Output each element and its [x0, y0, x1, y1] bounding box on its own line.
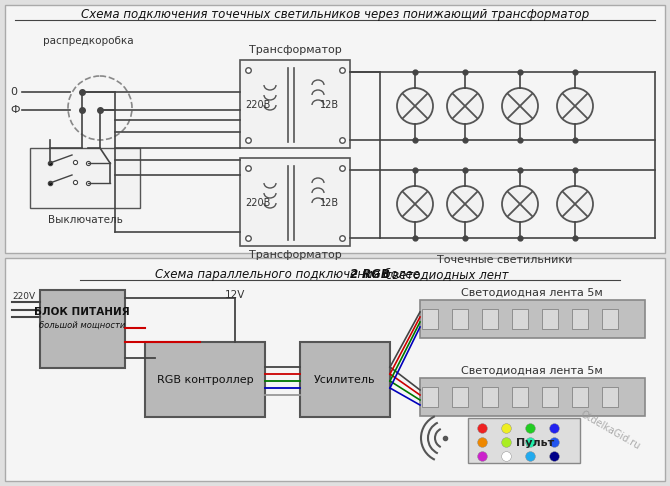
Text: Точечные светильники: Точечные светильники [438, 255, 573, 265]
Text: распредкоробка: распредкоробка [43, 36, 133, 46]
Text: 0: 0 [10, 87, 17, 97]
FancyBboxPatch shape [420, 378, 645, 416]
Circle shape [502, 186, 538, 222]
FancyBboxPatch shape [240, 60, 350, 148]
Text: 12В: 12В [320, 198, 340, 208]
Circle shape [397, 186, 433, 222]
Text: Трансформатор: Трансформатор [249, 250, 342, 260]
FancyBboxPatch shape [572, 387, 588, 407]
Text: 2 RGB: 2 RGB [350, 268, 390, 281]
FancyBboxPatch shape [602, 387, 618, 407]
FancyBboxPatch shape [5, 5, 665, 253]
Text: Ф: Ф [10, 105, 19, 115]
FancyBboxPatch shape [542, 309, 558, 329]
Text: БЛОК ПИТАНИЯ: БЛОК ПИТАНИЯ [34, 307, 130, 317]
FancyBboxPatch shape [422, 387, 438, 407]
FancyBboxPatch shape [240, 158, 350, 246]
FancyBboxPatch shape [30, 148, 140, 208]
FancyBboxPatch shape [468, 418, 580, 463]
Circle shape [397, 88, 433, 124]
Text: OtdelkaGid.ru: OtdelkaGid.ru [578, 409, 642, 451]
Text: 220V: 220V [12, 292, 35, 301]
FancyBboxPatch shape [482, 309, 498, 329]
FancyBboxPatch shape [452, 387, 468, 407]
Text: RGB контроллер: RGB контроллер [157, 375, 253, 385]
Text: Схема параллельного подключения более: Схема параллельного подключения более [155, 268, 423, 281]
Circle shape [557, 88, 593, 124]
Circle shape [447, 186, 483, 222]
Text: 220В: 220В [245, 198, 271, 208]
Text: Трансформатор: Трансформатор [249, 45, 342, 55]
Circle shape [447, 88, 483, 124]
FancyBboxPatch shape [602, 309, 618, 329]
FancyBboxPatch shape [512, 309, 528, 329]
FancyBboxPatch shape [300, 342, 390, 417]
FancyBboxPatch shape [5, 258, 665, 481]
Text: Выключатель: Выключатель [48, 215, 123, 225]
Text: светодиодных лент: светодиодных лент [382, 268, 509, 281]
Circle shape [557, 186, 593, 222]
FancyBboxPatch shape [145, 342, 265, 417]
FancyBboxPatch shape [482, 387, 498, 407]
Text: 220В: 220В [245, 100, 271, 110]
FancyBboxPatch shape [420, 300, 645, 338]
Text: Светодиодная лента 5м: Светодиодная лента 5м [461, 366, 603, 376]
Text: Светодиодная лента 5м: Светодиодная лента 5м [461, 288, 603, 298]
Text: Пульт: Пульт [516, 438, 554, 448]
Text: большой мощности: большой мощности [39, 320, 125, 330]
FancyBboxPatch shape [422, 309, 438, 329]
FancyBboxPatch shape [452, 309, 468, 329]
Text: Усилитель: Усилитель [314, 375, 376, 385]
FancyBboxPatch shape [572, 309, 588, 329]
FancyBboxPatch shape [512, 387, 528, 407]
Text: 12V: 12V [225, 290, 245, 300]
Text: 12В: 12В [320, 100, 340, 110]
FancyBboxPatch shape [40, 290, 125, 368]
Text: Схема подключения точечных светильников через понижающий трансформатор: Схема подключения точечных светильников … [81, 8, 589, 21]
Circle shape [502, 88, 538, 124]
FancyBboxPatch shape [542, 387, 558, 407]
